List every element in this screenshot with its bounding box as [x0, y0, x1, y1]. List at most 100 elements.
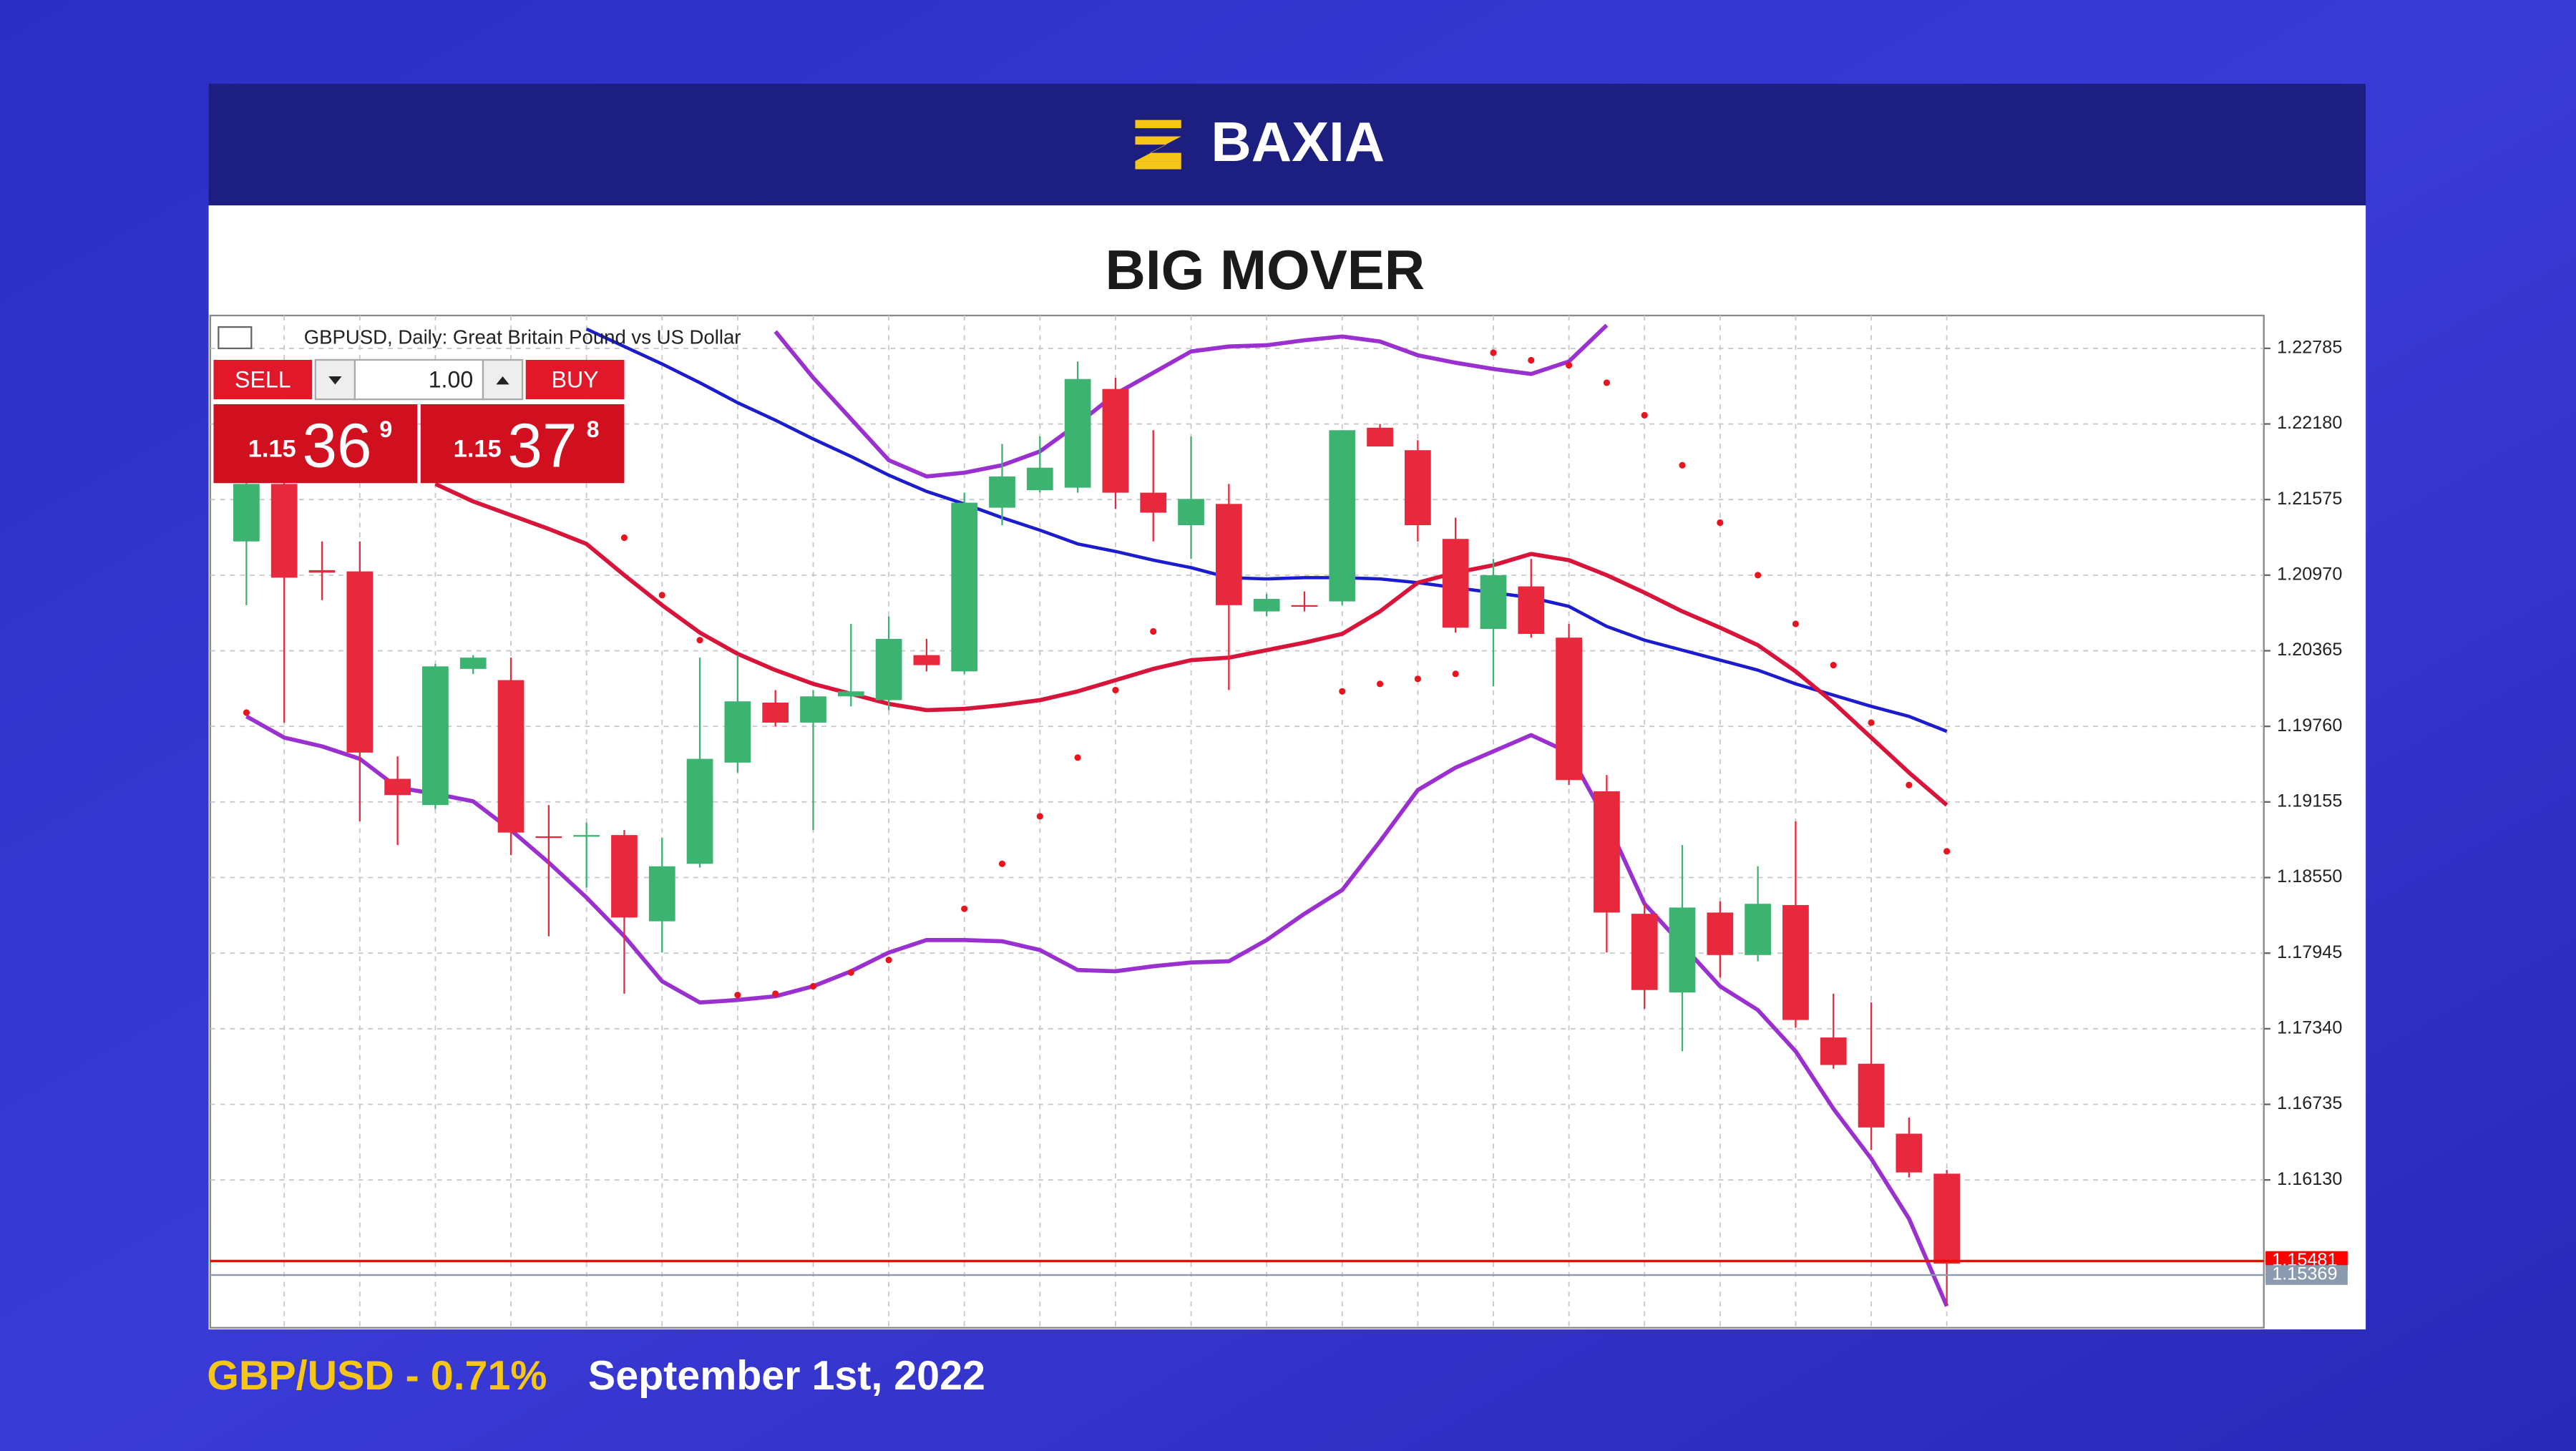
ask-big: 1.15: [454, 435, 502, 462]
candle-body: [233, 484, 260, 542]
sar-dot: [961, 905, 968, 912]
candle-body: [1064, 378, 1091, 488]
sar-dot: [1150, 627, 1157, 635]
sar-dot: [243, 709, 250, 716]
y-tick-label: 1.16735: [2277, 1093, 2342, 1113]
candle-body: [1480, 575, 1507, 629]
indicator-line: [585, 327, 1948, 733]
bid-box[interactable]: [213, 404, 418, 484]
candle-body: [573, 835, 600, 837]
sar-dot: [1490, 349, 1497, 356]
sar-dot: [1112, 686, 1119, 694]
candle-body: [837, 691, 864, 697]
indicator-line: [245, 714, 1949, 1307]
y-tick-label: 1.17945: [2277, 942, 2342, 962]
candle-body: [1178, 499, 1204, 526]
sar-dot: [696, 637, 703, 644]
footer-date: September 1st, 2022: [588, 1353, 985, 1399]
volume-input[interactable]: [353, 358, 484, 401]
candle-body: [422, 666, 449, 806]
buy-button[interactable]: [525, 359, 625, 400]
candle-body: [1858, 1063, 1885, 1128]
indicator-line: [774, 323, 1609, 479]
sar-dot: [1792, 620, 1800, 627]
y-tick-label: 1.18550: [2277, 866, 2342, 886]
brand: BAXIA: [1211, 110, 1385, 173]
y-tick-label: 1.16130: [2277, 1169, 2342, 1189]
candle-body: [459, 658, 487, 669]
sar-dot: [1452, 670, 1459, 678]
ask-box[interactable]: [420, 404, 625, 484]
candle-body: [1594, 791, 1620, 913]
chart-caption: GBPUSD, Daily: Great Britain Pound vs US…: [304, 326, 741, 348]
sar-dot: [772, 990, 779, 997]
sell-label: SELL: [235, 366, 291, 392]
bid-big: 1.15: [248, 435, 296, 462]
candle-body: [1933, 1173, 1961, 1264]
sar-dot: [1717, 519, 1724, 527]
candle-body: [1707, 912, 1734, 955]
sar-dot: [1528, 356, 1535, 364]
candle-body: [1291, 605, 1318, 607]
candle-body: [346, 571, 374, 753]
candle-body: [1631, 914, 1658, 990]
candle-body: [1820, 1037, 1847, 1065]
candle-body: [1896, 1133, 1923, 1173]
candle-body: [875, 638, 902, 700]
bid-main: 36: [302, 411, 371, 480]
candle-body: [1215, 504, 1242, 605]
sar-dot: [1679, 461, 1686, 469]
footer-pair: GBP/USD - 0.71%: [207, 1353, 547, 1399]
sar-dot: [1036, 813, 1043, 820]
candle-body: [762, 703, 789, 723]
sar-dot: [885, 957, 892, 964]
sell-button[interactable]: [213, 359, 313, 400]
bid-pip: 9: [379, 416, 392, 442]
sar-dot: [1414, 675, 1421, 683]
candle-body: [800, 696, 826, 723]
candle-body: [1140, 492, 1167, 513]
candle-body: [1405, 450, 1431, 526]
candle-body: [308, 570, 336, 573]
sar-dot: [658, 592, 665, 599]
sar-dot: [620, 534, 628, 542]
sar-dot: [809, 982, 817, 990]
candle-body: [497, 680, 525, 833]
candle-body: [686, 758, 713, 864]
candle-body: [611, 835, 638, 918]
sar-dot: [1339, 688, 1346, 695]
candle-body: [724, 701, 751, 763]
candle-body: [1782, 904, 1809, 1020]
y-tick-label: 1.21575: [2277, 489, 2342, 509]
sar-dot: [1376, 680, 1384, 688]
trade-panel: GBPUSD, Daily: Great Britain Pound vs US…: [213, 326, 741, 484]
candle-body: [951, 502, 978, 672]
candle-body: [270, 484, 298, 578]
candle-body: [1518, 586, 1545, 634]
y-tick-label: 1.19760: [2277, 715, 2342, 736]
candle-body: [1253, 599, 1280, 612]
candle-body: [1102, 389, 1129, 493]
indicator-line: [434, 482, 1948, 807]
heading: BIG MOVER: [1106, 238, 1425, 301]
y-tick-label: 1.20970: [2277, 565, 2342, 585]
price-label-box: [2265, 1265, 2348, 1285]
chart: 1.22785 1.22180 1.21575 1.20970 1.20365 1.197…: [210, 315, 2348, 1328]
sar-dot: [1906, 781, 1913, 788]
price-label: 1.15369: [2272, 1264, 2337, 1284]
sar-dot: [847, 969, 854, 976]
plot-layer: [210, 315, 2264, 1328]
sar-dot: [1074, 754, 1081, 761]
sar-dot: [1641, 411, 1648, 419]
candle-body: [535, 836, 562, 839]
sar-dot: [1830, 662, 1837, 669]
y-tick-label: 1.19155: [2277, 791, 2342, 811]
candle-body: [913, 655, 940, 665]
volume: 1.00: [429, 366, 474, 392]
y-tick-label: 1.17340: [2277, 1017, 2342, 1037]
header-bar: [208, 84, 2366, 206]
logo-icon: [1135, 119, 1181, 170]
sar-dot: [734, 992, 741, 999]
